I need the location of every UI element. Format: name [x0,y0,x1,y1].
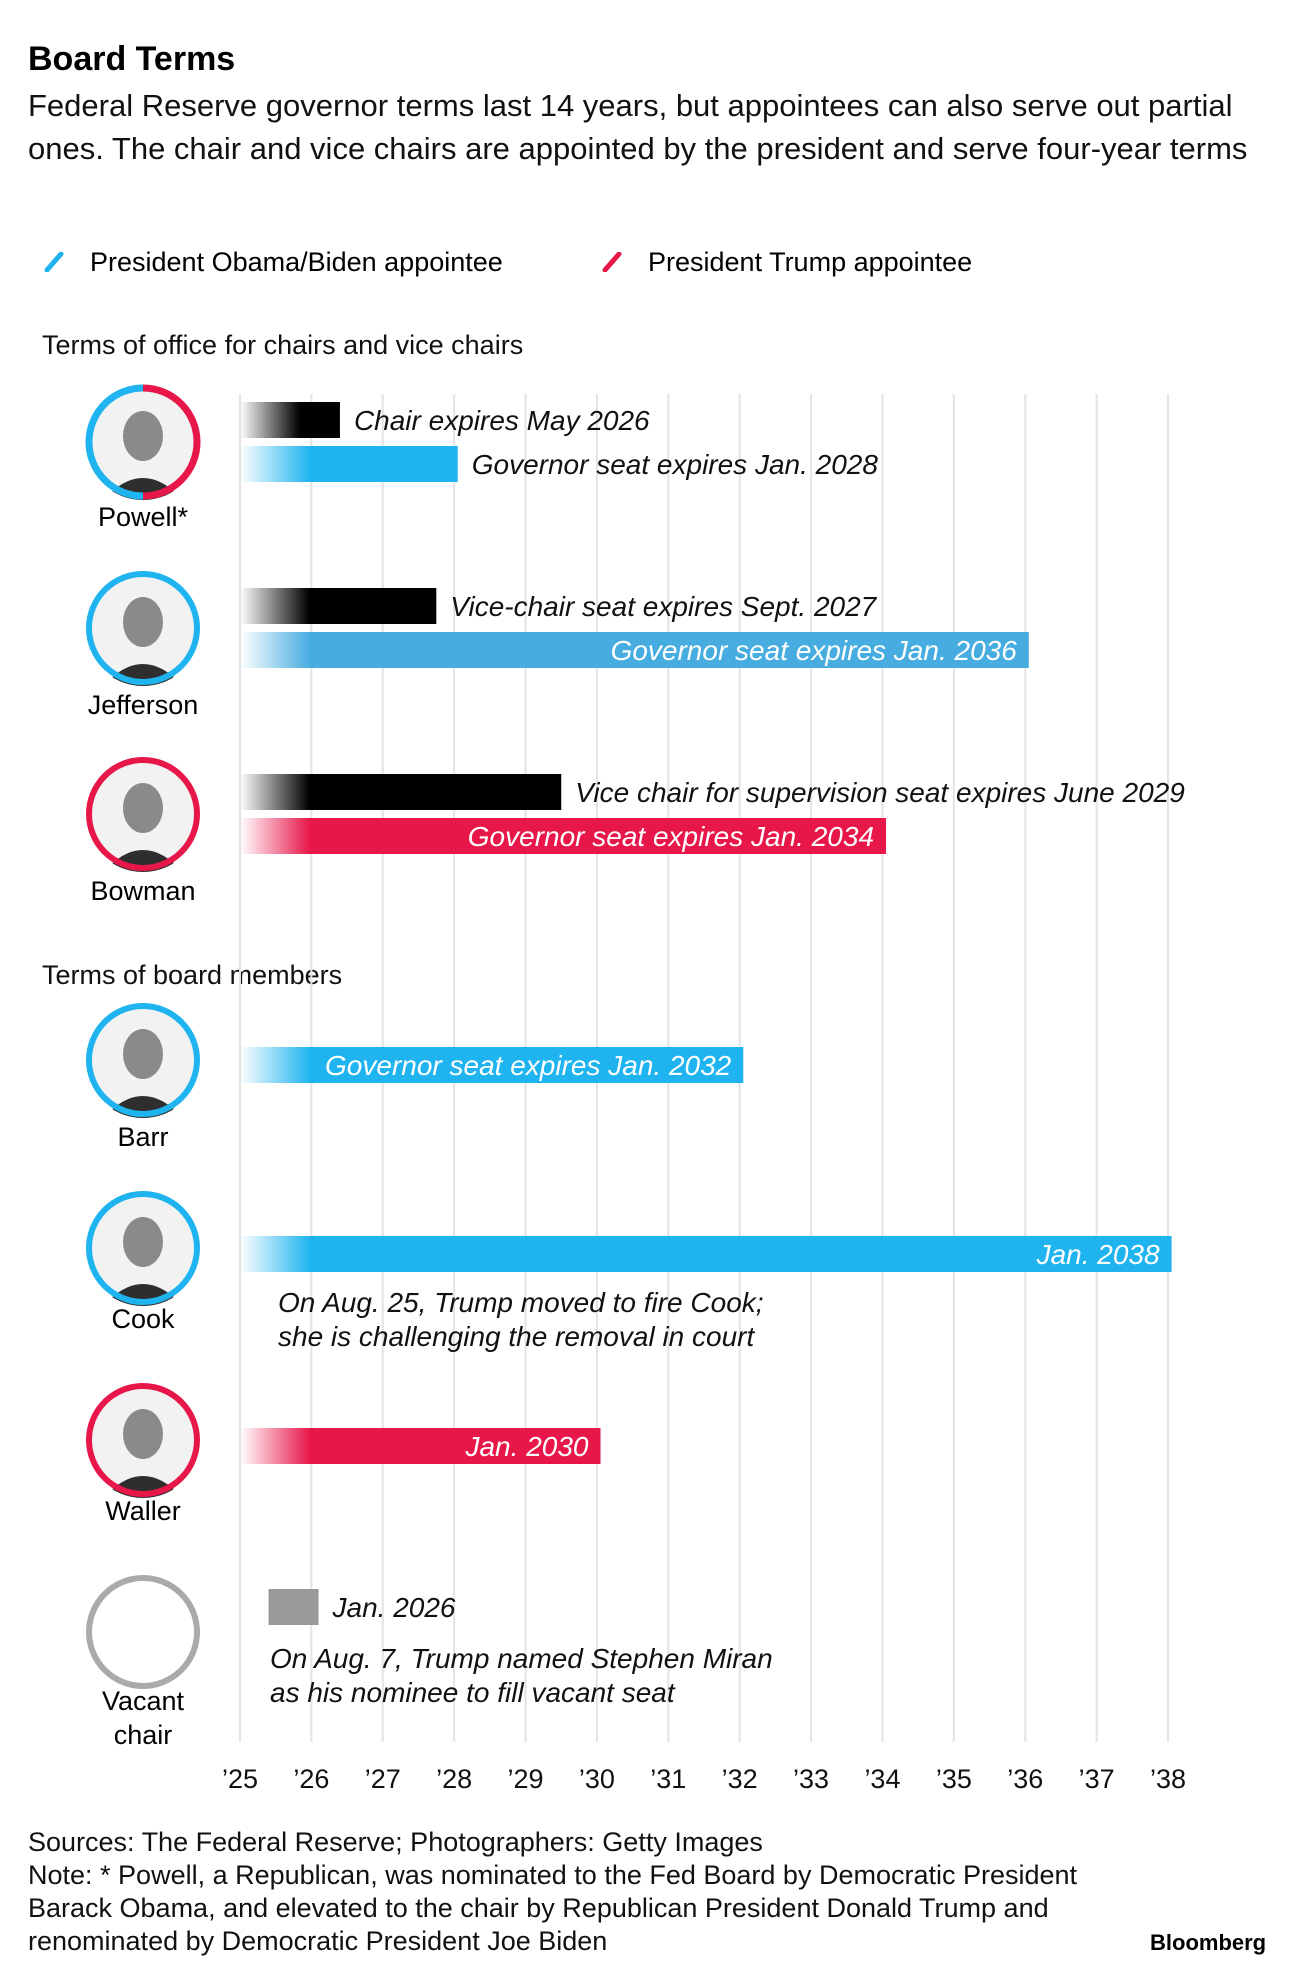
avatar-powell [85,384,201,500]
x-tick-label: ’30 [579,1764,615,1794]
timeline-chart: Chair expires May 2026 Governor seat expi… [222,394,1186,1794]
bar-label-waller-governor: Jan. 2030 [464,1431,588,1462]
footer-note: Note: * Powell, a Republican, was nomina… [28,1860,1078,1956]
annotation-cook: she is challenging the removal in court [278,1321,755,1352]
x-tick-label: ’31 [650,1764,686,1794]
brand-logo: Bloomberg [1150,1930,1267,1955]
avatar-barr [85,1002,201,1118]
bar-bowman-governor [240,818,887,854]
person-photo-icon [86,1383,200,1498]
x-tick-label: ’27 [365,1764,401,1794]
x-tick-label: ’28 [436,1764,472,1794]
x-tick-label: ’37 [1079,1764,1115,1794]
x-tick-label: ’35 [936,1764,972,1794]
x-axis-ticks: ’25 ’26 ’27 ’28 ’29 ’30 ’31 ’32 ’33 ’34 ’35 ’36 ’37 ’… [222,1764,1186,1794]
person-photo-icon [86,757,200,872]
person-name-jefferson: Jefferson [87,690,199,720]
bar-vacant-chair-governor [268,1589,319,1625]
x-tick-label: ’29 [508,1764,544,1794]
bar-jefferson-vice-chair [240,588,437,624]
person-name-barr: Barr [117,1122,169,1152]
x-tick-label: ’34 [864,1764,900,1794]
legend-swatch-obama-biden [44,252,64,272]
person-photo-icon [85,384,201,500]
bar-powell-governor [240,446,458,482]
footer-sources: Sources: The Federal Reserve; Photograph… [28,1827,763,1857]
bar-powell-chair [240,402,340,438]
person-photo-icon [86,571,200,686]
bar-label-bowman-vice-chair-supervision: Vice chair for supervision seat expires … [575,777,1185,808]
x-tick-label: ’33 [793,1764,829,1794]
bar-label-barr-governor: Governor seat expires Jan. 2032 [325,1050,732,1081]
bar-label-jefferson-governor: Governor seat expires Jan. 2036 [611,635,1018,666]
section-label-members: Terms of board members [42,960,343,990]
person-name-vacant-chair: Vacant chair [101,1686,185,1750]
annotation-vacant-chair: as his nominee to fill vacant seat [270,1677,676,1708]
x-tick-label: ’25 [222,1764,258,1794]
bar-label-bowman-governor: Governor seat expires Jan. 2034 [468,821,874,852]
bar-labels: Chair expires May 2026 Governor seat expi… [270,405,1185,1708]
legend-swatch-trump [602,252,622,272]
avatar-vacant-chair [85,1574,201,1690]
chart-title: Board Terms [28,40,236,78]
empty-seat-icon [86,1575,200,1689]
avatar-cook [85,1190,201,1306]
chart-subtitle: Federal Reserve governor terms last 14 y… [28,88,1248,166]
avatar-jefferson [85,570,201,686]
annotation-cook: On Aug. 25, Trump moved to fire Cook; [278,1287,764,1318]
footer: Sources: The Federal Reserve; Photograph… [28,1826,1108,1958]
bar-barr-governor [240,1047,744,1083]
x-tick-label: ’36 [1007,1764,1043,1794]
person-name-cook: Cook [111,1304,175,1334]
bars [240,402,1172,1625]
bar-bowman-vice-chair-supervision [240,774,562,810]
annotation-vacant-chair: On Aug. 7, Trump named Stephen Miran [270,1643,773,1674]
bar-cook-governor [240,1236,1172,1272]
avatar-waller [85,1382,201,1498]
bar-jefferson-governor [240,632,1029,668]
legend-label-obama-biden: President Obama/Biden appointee [90,247,503,277]
bar-label-jefferson-vice-chair: Vice-chair seat expires Sept. 2027 [450,591,877,622]
bar-label-powell-governor: Governor seat expires Jan. 2028 [472,449,879,480]
person-name-bowman: Bowman [90,876,196,906]
bar-label-vacant-chair-governor: Jan. 2026 [332,1592,456,1623]
legend-label-trump: President Trump appointee [648,247,973,277]
person-name-waller: Waller [105,1496,181,1526]
section-label-chairs: Terms of office for chairs and vice chai… [42,330,524,360]
x-tick-label: ’38 [1150,1764,1186,1794]
bar-label-cook-governor: Jan. 2038 [1036,1239,1160,1270]
bar-waller-governor [240,1428,601,1464]
avatar-bowman [85,756,201,872]
bar-label-powell-chair: Chair expires May 2026 [354,405,650,436]
person-photo-icon [86,1191,200,1306]
x-tick-label: ’26 [293,1764,329,1794]
person-name-powell: Powell* [97,502,189,532]
x-tick-label: ’32 [722,1764,758,1794]
person-photo-icon [86,1003,200,1118]
